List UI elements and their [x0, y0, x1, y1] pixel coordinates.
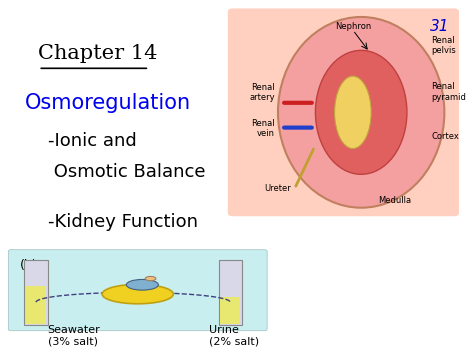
FancyBboxPatch shape: [9, 250, 267, 331]
Text: Renal
artery: Renal artery: [249, 83, 274, 102]
Bar: [219, 260, 242, 326]
Text: Chapter 14: Chapter 14: [38, 44, 158, 62]
Text: (b): (b): [20, 258, 37, 272]
Text: Renal
vein: Renal vein: [251, 119, 274, 138]
Text: -Kidney Function: -Kidney Function: [47, 213, 198, 231]
Text: 31: 31: [430, 19, 450, 34]
Text: Urine
(2% salt): Urine (2% salt): [210, 325, 259, 346]
Text: Medulla: Medulla: [378, 196, 411, 205]
Ellipse shape: [145, 277, 156, 281]
Text: Osmotic Balance: Osmotic Balance: [47, 163, 205, 181]
Ellipse shape: [127, 279, 158, 290]
Text: Renal
pyramid: Renal pyramid: [431, 82, 466, 102]
Text: Ureter: Ureter: [264, 184, 292, 193]
Ellipse shape: [315, 50, 407, 174]
Text: Cortex: Cortex: [431, 132, 459, 141]
Text: Seawater
(3% salt): Seawater (3% salt): [47, 325, 100, 346]
Ellipse shape: [278, 17, 444, 208]
Bar: [26, 286, 46, 324]
Text: Osmoregulation: Osmoregulation: [25, 93, 191, 113]
Text: Nephron: Nephron: [335, 22, 371, 31]
Ellipse shape: [102, 284, 173, 304]
Bar: [25, 260, 47, 326]
FancyBboxPatch shape: [228, 9, 459, 216]
Ellipse shape: [335, 76, 371, 149]
Text: -Ionic and: -Ionic and: [47, 132, 137, 150]
Bar: [220, 297, 240, 324]
Text: Renal
pelvis: Renal pelvis: [431, 36, 456, 55]
